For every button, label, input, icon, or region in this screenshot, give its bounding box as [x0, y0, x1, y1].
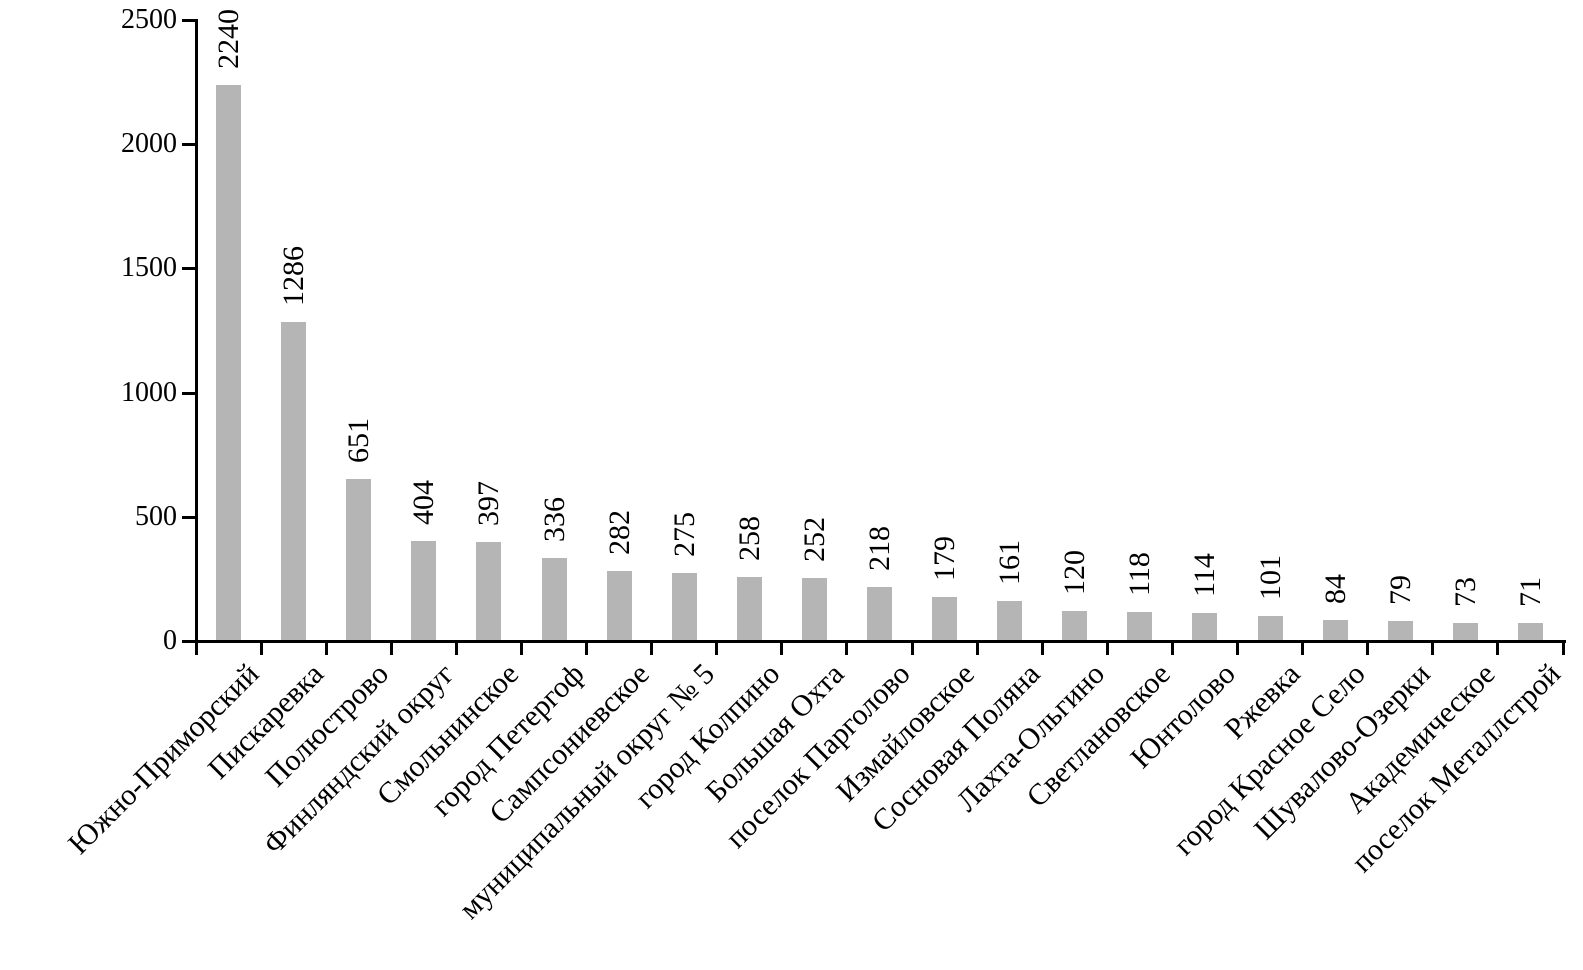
x-axis-tick: [519, 640, 523, 655]
bar: [1127, 611, 1153, 640]
x-axis-tick: [454, 640, 458, 655]
bar: [281, 321, 307, 640]
y-axis-tick: [182, 391, 195, 395]
x-axis-tick: [259, 640, 263, 655]
bar: [411, 540, 437, 640]
bar: [1062, 611, 1088, 640]
bar-value-label: 275: [667, 511, 701, 557]
bar: [1452, 622, 1478, 640]
x-axis-tick: [324, 640, 328, 655]
y-axis-tick: [182, 143, 195, 147]
bar: [671, 572, 697, 640]
bar-value-label: 120: [1058, 550, 1092, 596]
y-axis-tick: [182, 267, 195, 271]
bar: [346, 479, 372, 640]
y-axis-tick: [182, 515, 195, 519]
bar-value-label: 179: [928, 535, 962, 581]
y-axis-tick-label: 2500: [121, 4, 177, 35]
x-axis-tick: [1561, 640, 1565, 655]
bar: [997, 601, 1023, 640]
bar-value-label: 2240: [212, 8, 246, 69]
bar: [541, 557, 567, 640]
bar: [1192, 612, 1218, 640]
bar-value-label: 218: [863, 525, 896, 571]
bar-value-label: 84: [1318, 574, 1352, 605]
bar: [1387, 621, 1413, 640]
bar: [476, 542, 502, 640]
x-axis-tick: [845, 640, 849, 655]
bar-value-label: 258: [732, 515, 766, 561]
bar-value-label: 118: [1123, 551, 1157, 596]
bar-value-label: 79: [1383, 575, 1417, 606]
bar: [736, 576, 762, 640]
bar-value-label: 336: [537, 496, 571, 542]
bar-value-label: 73: [1448, 576, 1482, 607]
x-axis-tick: [1301, 640, 1305, 655]
bar-value-label: 161: [993, 540, 1027, 585]
y-axis-tick-label: 1500: [121, 252, 177, 284]
bar-value-label: 651: [342, 418, 376, 464]
x-axis-tick: [1496, 640, 1500, 655]
x-axis-tick: [650, 640, 654, 655]
bar: [867, 586, 892, 640]
x-axis-tick: [1040, 640, 1044, 655]
x-axis-tick: [1366, 640, 1370, 655]
bar: [932, 596, 958, 640]
y-axis-tick: [182, 19, 195, 22]
bar-value-label: 397: [472, 481, 506, 527]
bar-value-label: 71: [1513, 577, 1547, 608]
x-axis-tick: [1236, 640, 1240, 655]
bar: [801, 578, 827, 640]
bar-value-label: 1286: [277, 245, 311, 306]
x-axis-tick: [1431, 640, 1435, 655]
x-axis-tick: [780, 640, 784, 655]
x-axis: [195, 640, 1566, 643]
y-axis-tick-label: 1000: [121, 376, 177, 408]
bar: [1257, 615, 1283, 640]
bar-value-label: 252: [797, 517, 831, 563]
bar-value-label: 404: [407, 479, 441, 525]
bar-value-label: 114: [1188, 552, 1222, 597]
y-axis-tick: [182, 640, 195, 643]
bar: [1517, 623, 1543, 640]
y-axis-tick-label: 500: [135, 500, 177, 532]
x-axis-tick: [910, 640, 914, 655]
bar-value-label: 282: [602, 509, 636, 555]
bar-value-label: 101: [1253, 554, 1287, 600]
x-axis-tick: [715, 640, 719, 655]
y-axis: [195, 19, 198, 643]
x-axis-tick: [585, 640, 589, 655]
y-axis-tick-label: 2000: [121, 128, 177, 160]
x-axis-tick: [389, 640, 393, 655]
bar: [606, 570, 632, 640]
y-axis-tick-label: 0: [163, 625, 177, 656]
x-axis-tick: [1105, 640, 1109, 655]
x-axis-tick: [194, 640, 198, 655]
x-axis-tick: [975, 640, 979, 655]
x-axis-tick: [1170, 640, 1174, 655]
bar: [216, 84, 242, 640]
bar: [1322, 620, 1348, 640]
